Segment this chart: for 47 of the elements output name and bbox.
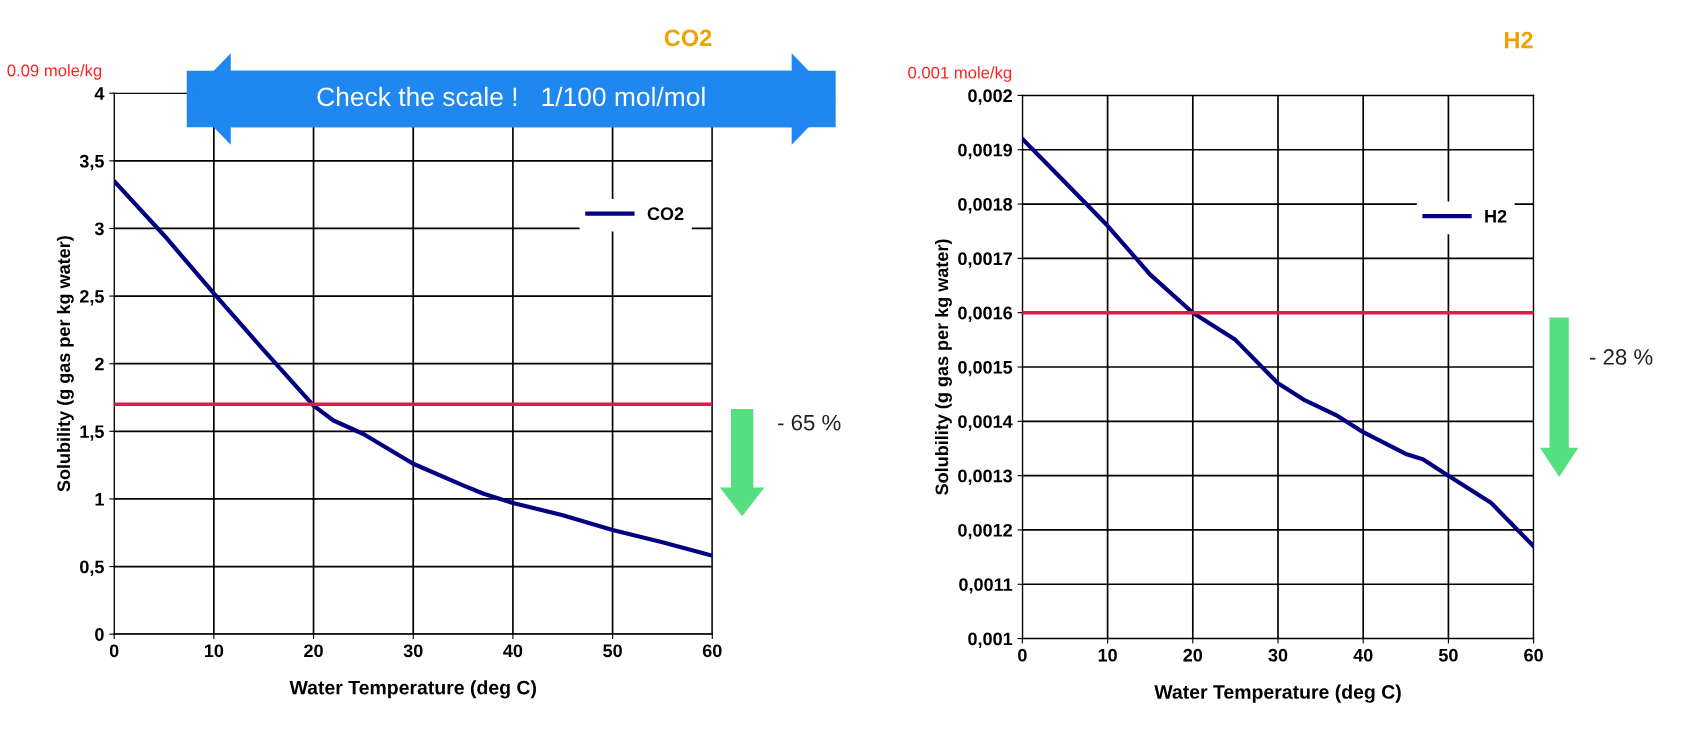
x-tick-label: 60: [702, 644, 722, 658]
y-tick-label: 0,0013: [958, 469, 1013, 485]
y-tick-label: 3: [94, 222, 104, 236]
x-tick-label: 0: [1018, 648, 1027, 662]
y-axis-title: Solubility (g gas per kg water): [934, 239, 952, 495]
text: - 65 %: [778, 414, 841, 431]
x-tick-label: 20: [304, 644, 323, 658]
y-tick-label: 0,0016: [958, 306, 1013, 323]
x-tick-label: 50: [1438, 648, 1458, 662]
y-tick-label: 0,001: [968, 632, 1013, 648]
y-tick-label: 0,5: [80, 560, 104, 576]
x-tick-label: 10: [1098, 648, 1117, 662]
x-axis-title: Water Temperature (deg C): [1154, 684, 1401, 703]
y-tick-label: 2,5: [79, 290, 104, 306]
y-tick-label: 0,0014: [958, 415, 1013, 431]
legend-label: CO2: [647, 207, 684, 221]
text: 0.09 mole/kg: [7, 64, 102, 80]
y-tick-label: 4: [94, 87, 105, 100]
y-tick-label: 0,0018: [958, 197, 1013, 214]
y-tick-label: 3,5: [79, 154, 104, 171]
x-tick-label: 10: [204, 644, 224, 658]
chart-title: H2: [1505, 31, 1533, 49]
y-axis-title: Solubility (g gas per kg water): [56, 236, 74, 492]
y-tick-label: 0,0015: [958, 360, 1013, 377]
y-tick-label: 0,002: [968, 89, 1012, 105]
y-tick-label: 1,5: [80, 425, 104, 441]
y-tick-label: 0,0019: [958, 143, 1013, 160]
x-tick-label: 40: [1353, 648, 1373, 662]
x-tick-label: 50: [603, 644, 622, 658]
y-tick-label: 0,0017: [958, 252, 1012, 268]
x-tick-label: 40: [503, 644, 523, 658]
x-tick-label: 0: [109, 644, 119, 658]
text: 0.001 mole/kg: [908, 66, 1012, 82]
annotation: Check the scale ! 1/100 mol/mol: [317, 86, 705, 107]
x-axis-title: Water Temperature (deg C): [289, 680, 536, 699]
x-tick-label: 30: [1268, 648, 1288, 662]
y-tick-label: 0: [95, 628, 104, 641]
x-tick-label: 20: [1183, 648, 1203, 662]
y-tick-label: 0,0012: [958, 523, 1012, 540]
x-tick-label: 60: [1524, 648, 1543, 662]
text: - 28 %: [1589, 349, 1653, 365]
y-tick-label: 2: [95, 357, 104, 371]
legend-label: H2: [1485, 209, 1507, 223]
x-tick-label: 30: [403, 644, 423, 658]
chart-title: CO2: [664, 29, 712, 47]
y-tick-label: 1: [95, 493, 104, 506]
y-tick-label: 0,0011: [959, 578, 1013, 594]
